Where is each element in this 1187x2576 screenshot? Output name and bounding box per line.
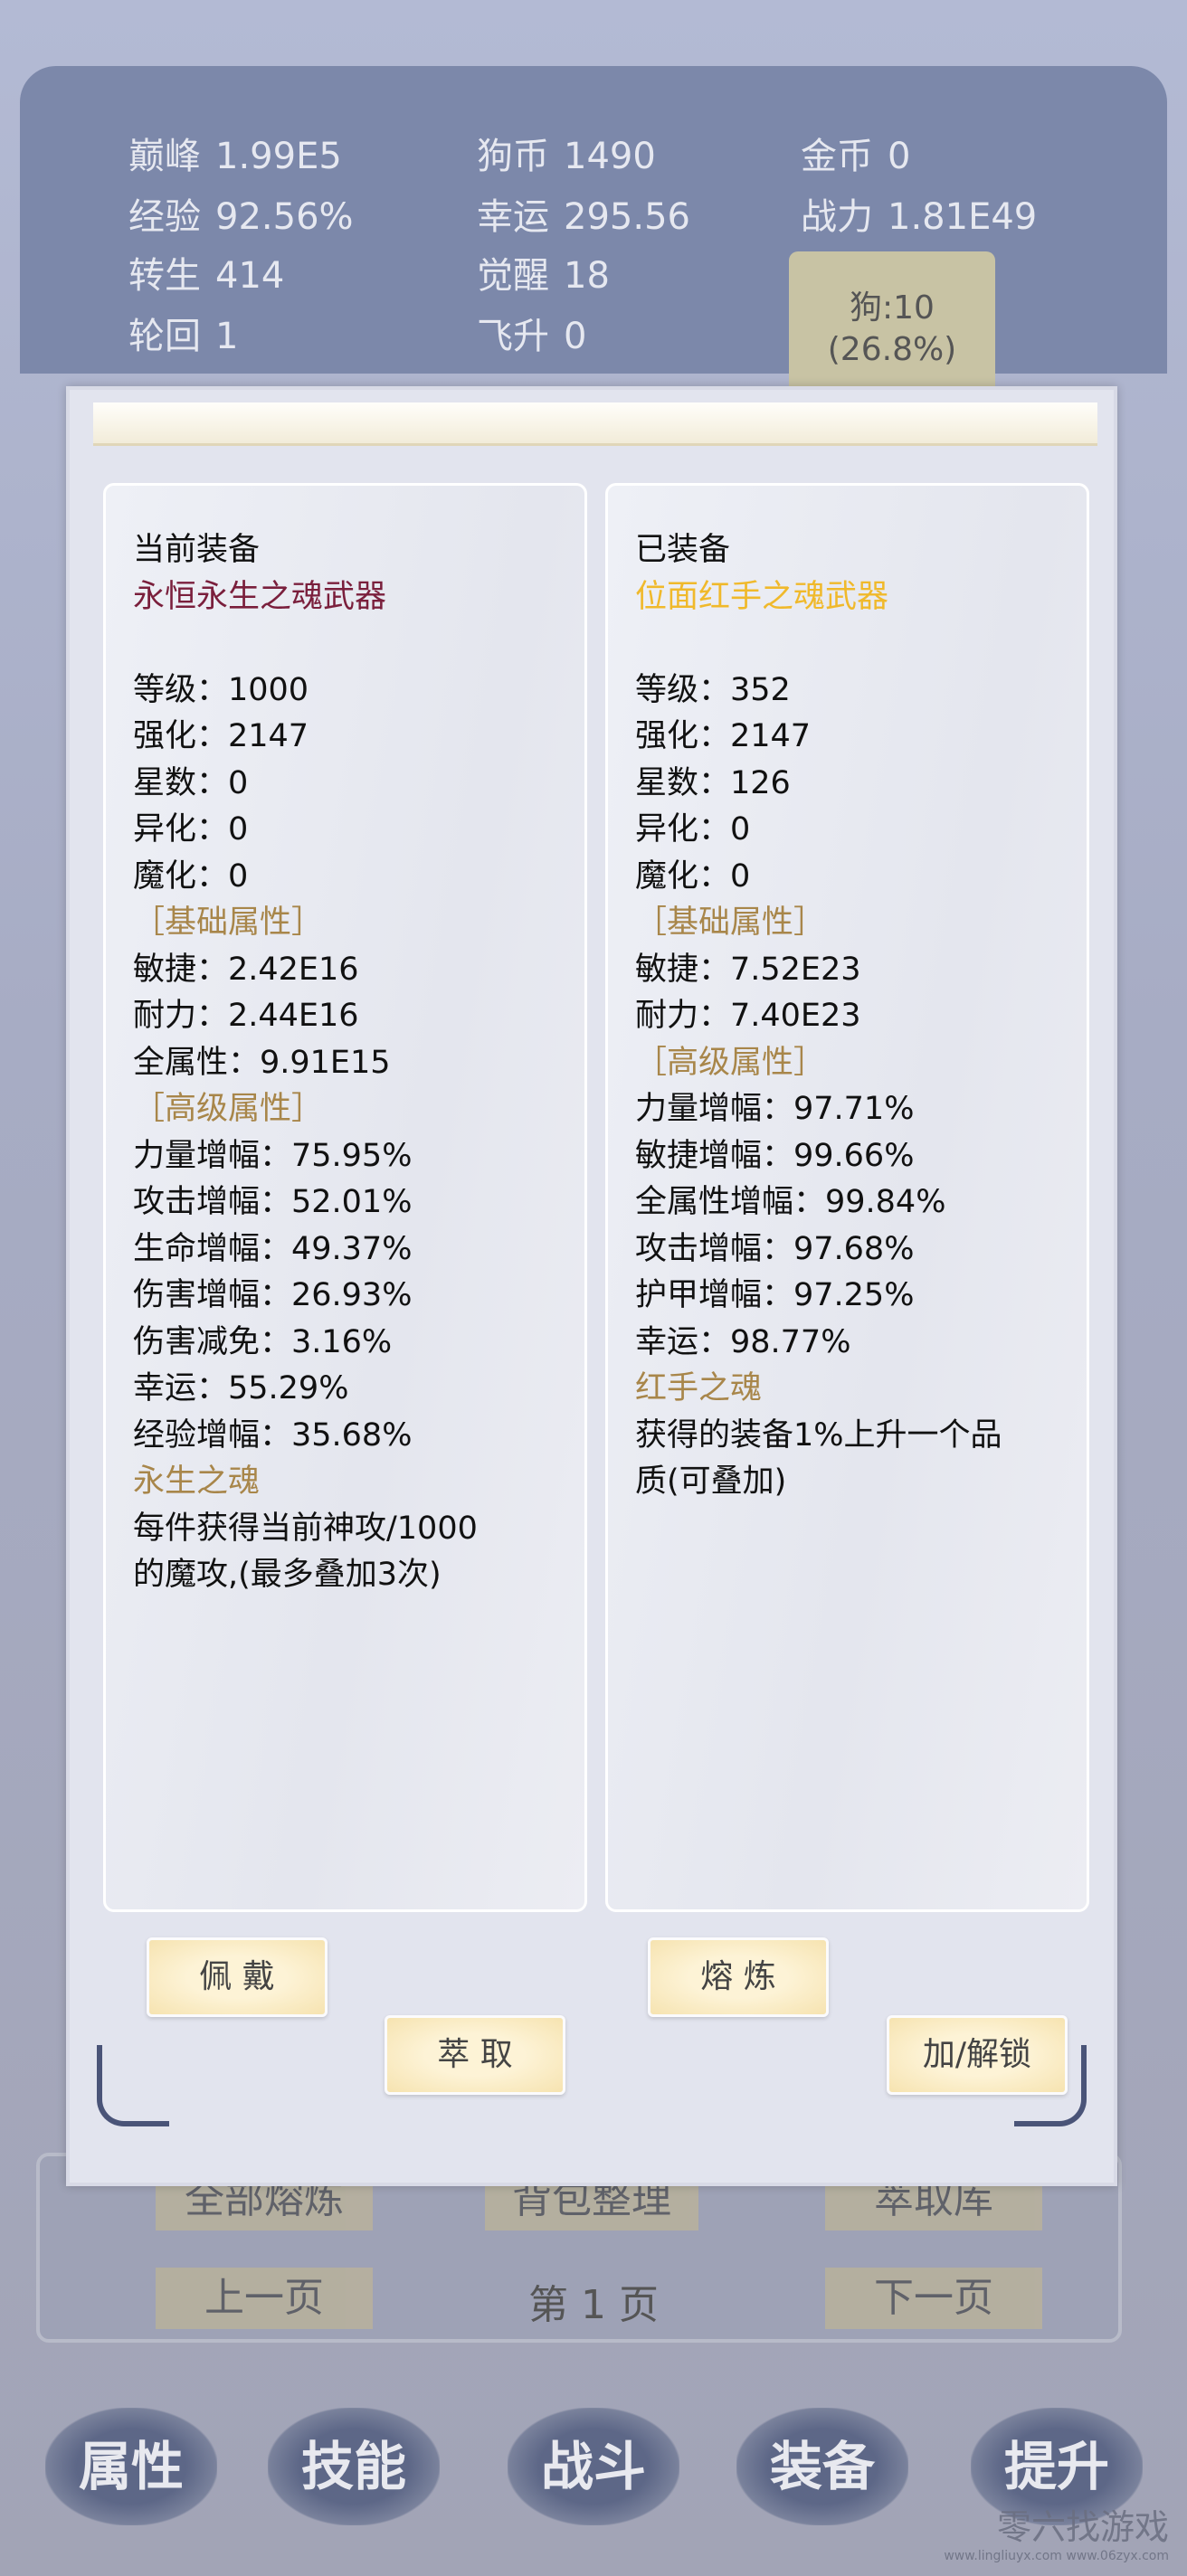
stat-item: 飞升 0 xyxy=(477,307,586,359)
section-header: ［高级属性］ xyxy=(635,1044,826,1081)
stat-item: 幸运 295.56 xyxy=(477,187,690,240)
attribute-line: 幸运：98.77% xyxy=(635,1323,851,1360)
section-header: ［高级属性］ xyxy=(133,1091,324,1127)
attribute-line: 攻击增幅：52.01% xyxy=(133,1184,413,1220)
attribute-line: 伤害增幅：26.93% xyxy=(133,1277,413,1313)
stat-item: 金币 0 xyxy=(801,127,910,179)
dog-badge[interactable]: 狗:10 (26.8%) xyxy=(789,251,995,396)
dog-percent: (26.8%) xyxy=(827,331,957,368)
watermark-url: www.lingliuyx.com www.06zyx.com xyxy=(944,2549,1169,2563)
spacer xyxy=(133,620,584,668)
corner-ornament-icon xyxy=(1014,2045,1087,2126)
smelt-button[interactable]: 熔 炼 xyxy=(648,1937,829,2017)
stat-item: 转生 414 xyxy=(128,246,284,298)
stat-item: 轮回 1 xyxy=(128,307,238,359)
attribute-line: 伤害减免：3.16% xyxy=(133,1323,393,1360)
dog-count: 狗:10 xyxy=(850,289,935,327)
special-description: 质(可叠加) xyxy=(635,1463,787,1500)
attribute-line: 魔化：0 xyxy=(133,857,249,895)
spacer xyxy=(635,620,1087,668)
stat-label: 狗币 xyxy=(477,136,549,177)
prev-page-button[interactable]: 上一页 xyxy=(156,2268,373,2329)
stat-value: 1.99E5 xyxy=(215,136,342,177)
attribute-line: 异化：0 xyxy=(133,811,249,848)
attribute-line: 星数：0 xyxy=(133,764,249,801)
current-equipment-card: 当前装备永恒永生之魂武器 等级：1000 强化：2147 星数：0 异化：0 魔化：0 ［基… xyxy=(103,483,587,1912)
stat-value: 1 xyxy=(215,316,239,357)
stat-value: 414 xyxy=(215,255,285,297)
stat-item: 经验 92.56% xyxy=(128,187,354,240)
special-description: 获得的装备1%上升一个品 xyxy=(635,1416,1002,1454)
attribute-line: 魔化：0 xyxy=(635,857,751,895)
page-indicator: 第 1 页 xyxy=(528,2282,659,2328)
nav-tab[interactable]: 属性 xyxy=(45,2408,217,2525)
stat-item: 觉醒 18 xyxy=(477,246,610,298)
attribute-line: 敏捷：7.52E23 xyxy=(635,951,861,988)
stat-label: 幸运 xyxy=(477,196,549,238)
attribute-line: 力量增幅：75.95% xyxy=(133,1137,413,1174)
special-title: 红手之魂 xyxy=(635,1370,763,1406)
stat-value: 92.56% xyxy=(215,196,354,238)
attribute-line: 经验增幅：35.68% xyxy=(133,1416,413,1454)
stat-value: 18 xyxy=(564,255,610,297)
attribute-line: 全属性：9.91E15 xyxy=(133,1044,391,1081)
special-description: 的魔攻,(最多叠加3次) xyxy=(133,1557,442,1593)
attribute-line: 强化：2147 xyxy=(133,718,309,754)
equipped-card: 已装备位面红手之魂武器 等级：352 强化：2147 星数：126 异化：0 魔化：0 ［基… xyxy=(605,483,1089,1912)
attribute-line: 强化：2147 xyxy=(635,718,812,754)
stat-item: 战力 1.81E49 xyxy=(801,187,1037,240)
attribute-line: 全属性增幅：99.84% xyxy=(635,1184,946,1220)
lock-unlock-button[interactable]: 加/解锁 xyxy=(887,2015,1068,2095)
stat-label: 飞升 xyxy=(477,316,549,357)
stat-label: 觉醒 xyxy=(477,255,549,297)
attribute-line: 生命增幅：49.37% xyxy=(133,1230,413,1267)
attribute-line: 等级：352 xyxy=(635,671,791,708)
special-title: 永生之魂 xyxy=(133,1463,261,1500)
nav-tab[interactable]: 装备 xyxy=(736,2408,908,2525)
stat-label: 战力 xyxy=(801,196,873,238)
equipment-name: 永恒永生之魂武器 xyxy=(133,578,387,615)
stat-label: 巅峰 xyxy=(128,136,201,177)
watermark-logo: 零六找游戏 www.lingliuyx.com www.06zyx.com xyxy=(944,2499,1169,2563)
extract-button[interactable]: 萃 取 xyxy=(385,2015,565,2095)
attribute-line: 耐力：2.44E16 xyxy=(133,998,359,1034)
card-title: 已装备 xyxy=(635,532,731,568)
stat-value: 0 xyxy=(564,316,587,357)
next-page-button[interactable]: 下一页 xyxy=(825,2268,1042,2329)
attribute-line: 等级：1000 xyxy=(133,671,309,708)
attribute-line: 攻击增幅：97.68% xyxy=(635,1230,915,1267)
stat-item: 巅峰 1.99E5 xyxy=(128,127,342,179)
watermark-text: 零六找游戏 xyxy=(996,2507,1169,2547)
nav-tab[interactable]: 战斗 xyxy=(508,2408,679,2525)
attribute-line: 敏捷：2.42E16 xyxy=(133,951,359,988)
attribute-line: 星数：126 xyxy=(635,764,791,801)
attribute-line: 敏捷增幅：99.66% xyxy=(635,1137,915,1174)
stat-label: 轮回 xyxy=(128,316,201,357)
section-header: ［基础属性］ xyxy=(635,904,826,941)
dialog-header xyxy=(93,402,1097,446)
attribute-line: 耐力：7.40E23 xyxy=(635,998,861,1034)
equipment-compare-dialog: 当前装备永恒永生之魂武器 等级：1000 强化：2147 星数：0 异化：0 魔化：0 ［基… xyxy=(66,386,1117,2186)
stat-label: 金币 xyxy=(801,136,873,177)
card-title: 当前装备 xyxy=(133,532,261,568)
stat-label: 经验 xyxy=(128,196,201,238)
stat-value: 1490 xyxy=(564,136,656,177)
attribute-line: 护甲增幅：97.25% xyxy=(635,1277,915,1313)
stat-value: 0 xyxy=(888,136,911,177)
attribute-line: 幸运：55.29% xyxy=(133,1370,349,1406)
stat-label: 转生 xyxy=(128,255,201,297)
section-header: ［基础属性］ xyxy=(133,904,324,941)
nav-tab[interactable]: 技能 xyxy=(268,2408,440,2525)
special-description: 每件获得当前神攻/1000 xyxy=(133,1510,478,1547)
stat-item: 狗币 1490 xyxy=(477,127,656,179)
attribute-line: 力量增幅：97.71% xyxy=(635,1091,915,1127)
nav-tab[interactable]: 提升 xyxy=(971,2408,1143,2525)
attribute-line: 异化：0 xyxy=(635,811,751,848)
stat-value: 295.56 xyxy=(564,196,690,238)
equipment-name: 位面红手之魂武器 xyxy=(635,578,889,615)
corner-ornament-icon xyxy=(97,2045,169,2126)
stat-value: 1.81E49 xyxy=(888,196,1038,238)
wear-button[interactable]: 佩 戴 xyxy=(147,1937,328,2017)
